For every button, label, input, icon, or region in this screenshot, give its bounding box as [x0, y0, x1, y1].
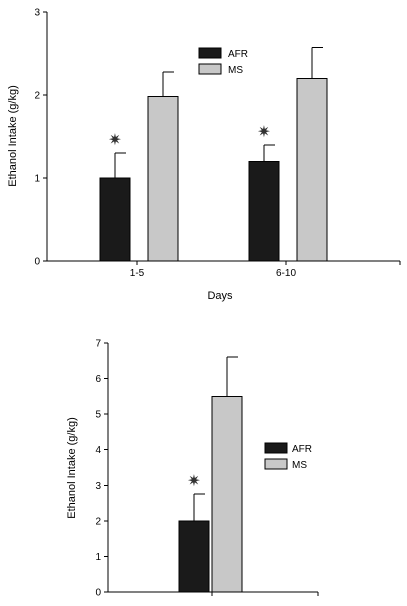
x-tick-label: 6-10: [276, 268, 296, 279]
y-tick-label: 3: [34, 8, 40, 19]
significance-marker: ✷: [187, 471, 200, 490]
y-tick-label: 4: [95, 445, 101, 456]
significance-marker: ✷: [257, 122, 270, 141]
legend-swatch-ms: [198, 63, 222, 75]
chart-2: 0 1 2 3 4 5 6 7 ✷ Ethanol Intake (g/kg) AFR MS: [66, 339, 319, 599]
y-tick-label: 1: [95, 552, 101, 563]
y-tick-label: 1: [34, 174, 40, 185]
y-tick-label: 2: [34, 91, 40, 102]
y-tick-label: 2: [95, 516, 101, 527]
x-axis-label: Days: [207, 290, 233, 302]
legend: AFR MS: [198, 47, 248, 76]
y-tick-label: 7: [95, 339, 101, 350]
bar-ms: [296, 77, 328, 262]
legend-label-afr: AFR: [228, 49, 248, 60]
bar-afr: [248, 160, 280, 262]
chart-1: 0 1 2 3 1-5 6-10 ✷ ✷ Days Ethanol Intake (g/kg) AF…: [7, 8, 401, 302]
legend-label-afr: AFR: [292, 444, 312, 455]
y-tick-label: 0: [95, 588, 101, 599]
y-axis-label: Ethanol Intake (g/kg): [66, 417, 78, 519]
bar-ms: [211, 395, 243, 593]
legend-swatch-afr: [264, 442, 288, 454]
y-tick-label: 5: [95, 410, 101, 421]
legend-swatch-ms: [264, 458, 288, 470]
y-axis-label: Ethanol Intake (g/kg): [7, 85, 19, 187]
bar-afr: [178, 520, 210, 593]
x-tick-label: 1-5: [130, 268, 145, 279]
y-tick-label: 6: [95, 374, 101, 385]
y-tick-label: 3: [95, 481, 101, 492]
y-tick-label: 0: [34, 257, 40, 268]
legend-swatch-afr: [198, 47, 222, 59]
significance-marker: ✷: [108, 130, 121, 149]
legend-label-ms: MS: [292, 460, 307, 471]
bar-ms: [147, 96, 179, 262]
legend-label-ms: MS: [228, 65, 243, 76]
bar-afr: [99, 177, 131, 262]
legend: AFR MS: [264, 442, 312, 471]
